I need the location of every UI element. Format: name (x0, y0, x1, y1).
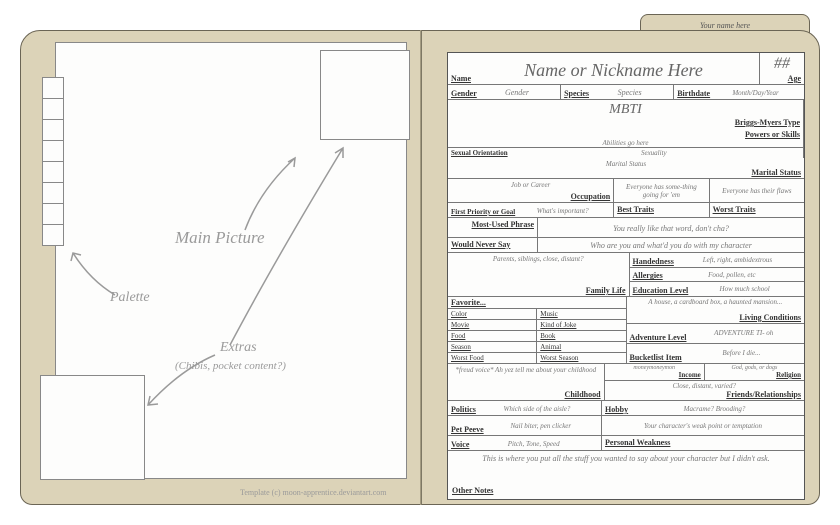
val-worst: Everyone has their flaws (713, 187, 801, 195)
val-orient: Sexuality (508, 149, 800, 157)
label-main-picture: Main Picture (175, 228, 265, 248)
lbl-peeve: Pet Peeve (451, 425, 484, 434)
lbl-hobby: Hobby (605, 405, 628, 414)
val-never: Who are you and what'd you do with my ch… (541, 241, 801, 250)
lbl-season: Season (448, 342, 537, 352)
lbl-bucket: Bucketlist Item (630, 353, 682, 362)
val-child: *freud voice* Ah yez tell me about your … (455, 366, 596, 390)
lbl-adv: Adventure Level (630, 333, 687, 342)
val-marital: Marital Status (606, 160, 646, 168)
lbl-age: Age (788, 74, 801, 83)
lbl-income: Income (679, 371, 701, 379)
lbl-color: Color (448, 309, 537, 319)
label-palette: Palette (110, 290, 150, 306)
lbl-mbti: Briggs-Myers Type (735, 118, 800, 127)
lbl-animal: Animal (537, 342, 625, 352)
lbl-orient: Sexual Orientation (451, 149, 508, 157)
extra-box-1 (320, 50, 410, 140)
lbl-book: Book (537, 331, 625, 341)
lbl-family: Family Life (586, 286, 626, 295)
lbl-best: Best Traits (617, 205, 654, 214)
val-adv: ADVENTURE TI- oh (686, 329, 801, 337)
val-peeve: Nail biter, pen clicker (484, 422, 598, 430)
lbl-friends: Friends/Relationships (726, 390, 801, 399)
lbl-wfood: Worst Food (448, 353, 537, 363)
lbl-birthdate: Birthdate (677, 89, 710, 98)
template-credit: Template (c) moon-apprentice.deviantart.… (240, 488, 386, 497)
val-mbti: MBTI (451, 102, 800, 118)
lbl-other-notes: Other Notes (452, 486, 493, 495)
val-hobby: Macrame? Brooding? (628, 405, 801, 413)
val-phrase: You really like that word, don't cha? (541, 224, 801, 233)
val-species: Species (589, 88, 670, 97)
val-powers: Abilities go here (602, 139, 648, 147)
val-income: moneymoneymon (633, 365, 675, 371)
lbl-fav: Favorite... (451, 298, 486, 307)
val-friends: Close, distant, varied? (673, 382, 736, 390)
val-occ: Job or Career (511, 181, 550, 192)
lbl-powers: Powers or Skills (745, 130, 800, 139)
lbl-name: Name (451, 74, 471, 83)
lbl-voice: Voice (451, 440, 469, 449)
lbl-movie: Movie (448, 320, 537, 330)
val-voice: Pitch, Tone, Speed (469, 440, 598, 448)
lbl-music: Music (537, 309, 625, 319)
val-other-notes: This is where you put all the stuff you … (448, 451, 804, 466)
lbl-joke: Kind of Joke (537, 320, 625, 330)
lbl-marital: Marital Status (751, 168, 801, 177)
val-gender: Gender (477, 88, 557, 97)
val-birthdate: Month/Day/Year (710, 89, 801, 97)
val-allergy: Food, pollen, etc (663, 271, 801, 279)
lbl-weak: Personal Weakness (605, 438, 670, 447)
val-age: ## (763, 55, 801, 73)
lbl-child: Childhood (565, 390, 601, 399)
lbl-wseason: Worst Season (537, 353, 625, 363)
val-religion: God, gods, or dogs (731, 365, 777, 371)
lbl-religion: Religion (776, 371, 801, 379)
palette-boxes (42, 78, 64, 246)
val-edu: How much school (688, 285, 801, 293)
character-sheet: NameName or Nickname Here ##Age GenderGe… (447, 52, 805, 500)
lbl-food: Food (448, 331, 537, 341)
val-best: Everyone has some-thing going for 'em (617, 183, 705, 199)
label-extras: Extras (220, 340, 257, 356)
lbl-hand: Handedness (633, 257, 674, 266)
lbl-never: Would Never Say (451, 240, 510, 249)
val-living: A house, a cardboard box, a haunted mans… (648, 298, 782, 313)
lbl-worst: Worst Traits (713, 205, 756, 214)
val-family: Parents, siblings, close, distant? (493, 255, 584, 286)
lbl-occ: Occupation (571, 192, 611, 201)
val-prio: What's important? (515, 207, 610, 215)
lbl-species: Species (564, 89, 589, 98)
lbl-living: Living Conditions (739, 313, 801, 322)
label-extras-sub: (Chibis, pocket content?) (175, 360, 286, 372)
lbl-phrase: Most-Used Phrase (472, 220, 534, 229)
lbl-gender: Gender (451, 89, 477, 98)
lbl-prio: First Priority or Goal (451, 208, 515, 216)
val-weak: Your character's weak point or temptatio… (605, 422, 801, 430)
folder-crease (420, 30, 422, 505)
extra-box-2 (40, 375, 145, 480)
lbl-politics: Politics (451, 405, 476, 414)
lbl-allergy: Allergies (633, 271, 663, 280)
val-name: Name or Nickname Here (471, 54, 756, 83)
val-hand: Left, right, ambidextrous (674, 256, 801, 264)
lbl-edu: Education Level (633, 286, 689, 295)
val-politics: Which side of the aisle? (476, 405, 598, 413)
val-bucket: Before I die... (682, 349, 801, 357)
